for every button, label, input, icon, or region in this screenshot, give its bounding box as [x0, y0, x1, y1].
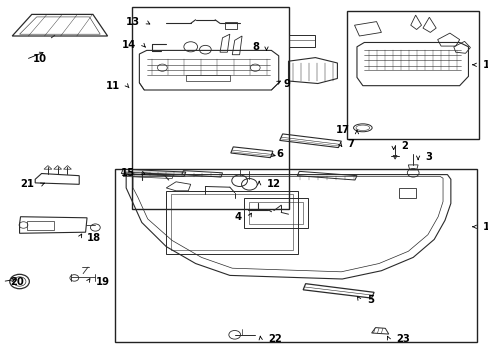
- Bar: [185, 75, 229, 81]
- Bar: [166, 191, 298, 254]
- Text: 12: 12: [266, 179, 280, 189]
- Text: 15: 15: [120, 168, 134, 178]
- Polygon shape: [392, 156, 396, 159]
- Bar: [115, 169, 476, 342]
- Bar: [171, 194, 293, 250]
- Text: 6: 6: [276, 149, 283, 159]
- Bar: [249, 202, 303, 224]
- Text: 18: 18: [87, 233, 101, 243]
- Text: 1: 1: [482, 222, 488, 232]
- Text: 23: 23: [395, 334, 409, 344]
- Bar: [288, 35, 315, 47]
- Text: 22: 22: [267, 334, 281, 344]
- Text: 5: 5: [366, 294, 373, 305]
- Text: 2: 2: [400, 141, 407, 151]
- Text: 9: 9: [283, 78, 290, 89]
- Bar: [398, 188, 415, 198]
- Bar: [244, 198, 307, 228]
- Text: 19: 19: [95, 276, 109, 287]
- Text: 14: 14: [122, 40, 136, 50]
- Text: 11: 11: [105, 81, 120, 91]
- Bar: [346, 11, 478, 139]
- Bar: [224, 22, 237, 29]
- Text: 17: 17: [335, 125, 349, 135]
- Text: 8: 8: [252, 42, 259, 52]
- Text: 7: 7: [346, 139, 353, 149]
- Text: 21: 21: [20, 179, 34, 189]
- Text: 3: 3: [425, 152, 431, 162]
- Text: 20: 20: [10, 276, 23, 287]
- Text: 13: 13: [125, 17, 139, 27]
- Text: 16: 16: [482, 60, 488, 70]
- Bar: [27, 221, 54, 230]
- Text: 10: 10: [33, 54, 47, 64]
- Bar: [132, 7, 288, 209]
- Text: 4: 4: [234, 212, 242, 222]
